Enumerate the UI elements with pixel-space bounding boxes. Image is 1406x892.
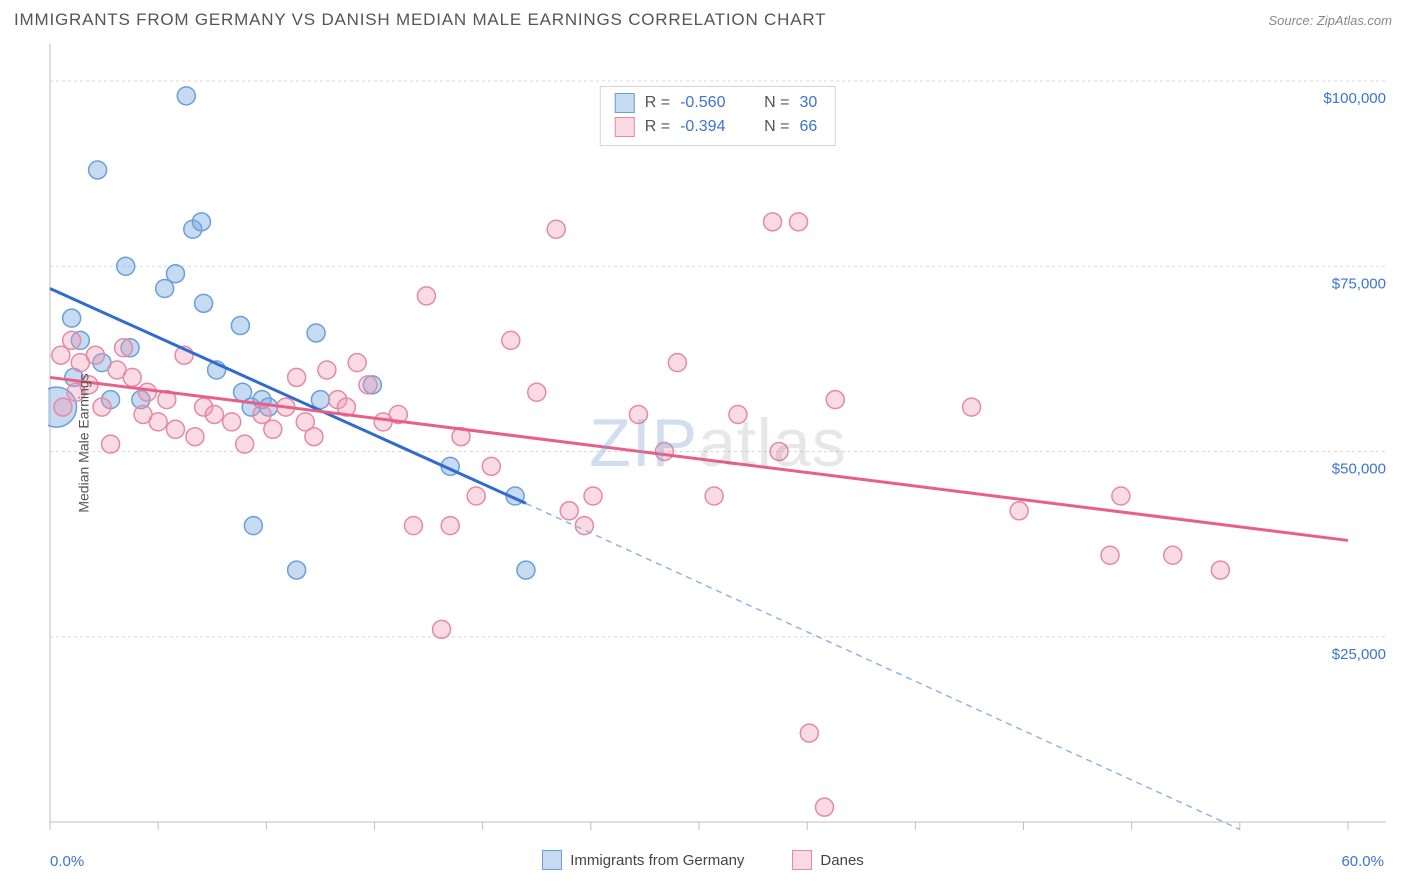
- series-legend: Immigrants from Germany Danes: [0, 850, 1406, 870]
- legend-item-0: Immigrants from Germany: [542, 850, 744, 870]
- y-axis-label: Median Male Earnings: [76, 373, 92, 512]
- svg-text:$25,000: $25,000: [1332, 646, 1386, 663]
- chart-container: Median Male Earnings $25,000 $50,000 $75,0…: [48, 42, 1388, 844]
- r-value-0: -0.560: [680, 91, 740, 115]
- svg-text:$100,000: $100,000: [1323, 90, 1386, 107]
- legend-label-1: Danes: [820, 852, 863, 869]
- legend-swatch-0: [542, 850, 562, 870]
- correlation-row-0: R = -0.560 N = 30: [615, 91, 817, 115]
- r-label-0: R =: [645, 91, 670, 115]
- chart-source: Source: ZipAtlas.com: [1268, 13, 1392, 28]
- n-value-1: 66: [799, 115, 817, 139]
- chart-title: IMMIGRANTS FROM GERMANY VS DANISH MEDIAN…: [14, 10, 826, 30]
- correlation-row-1: R = -0.394 N = 66: [615, 115, 817, 139]
- swatch-series-0: [615, 93, 635, 113]
- source-label: Source:: [1268, 13, 1316, 28]
- source-name: ZipAtlas.com: [1317, 13, 1392, 28]
- svg-text:$50,000: $50,000: [1332, 461, 1386, 478]
- chart-header: IMMIGRANTS FROM GERMANY VS DANISH MEDIAN…: [14, 10, 1392, 30]
- r-label-1: R =: [645, 115, 670, 139]
- n-label-1: N =: [764, 115, 789, 139]
- legend-swatch-1: [792, 850, 812, 870]
- legend-item-1: Danes: [792, 850, 863, 870]
- n-label-0: N =: [764, 91, 789, 115]
- correlation-legend: R = -0.560 N = 30 R = -0.394 N = 66: [600, 86, 836, 146]
- n-value-0: 30: [799, 91, 817, 115]
- svg-text:$75,000: $75,000: [1332, 275, 1386, 292]
- r-value-1: -0.394: [680, 115, 740, 139]
- swatch-series-1: [615, 117, 635, 137]
- legend-label-0: Immigrants from Germany: [570, 852, 744, 869]
- scatter-plot: $25,000 $50,000 $75,000 $100,000: [48, 42, 1388, 844]
